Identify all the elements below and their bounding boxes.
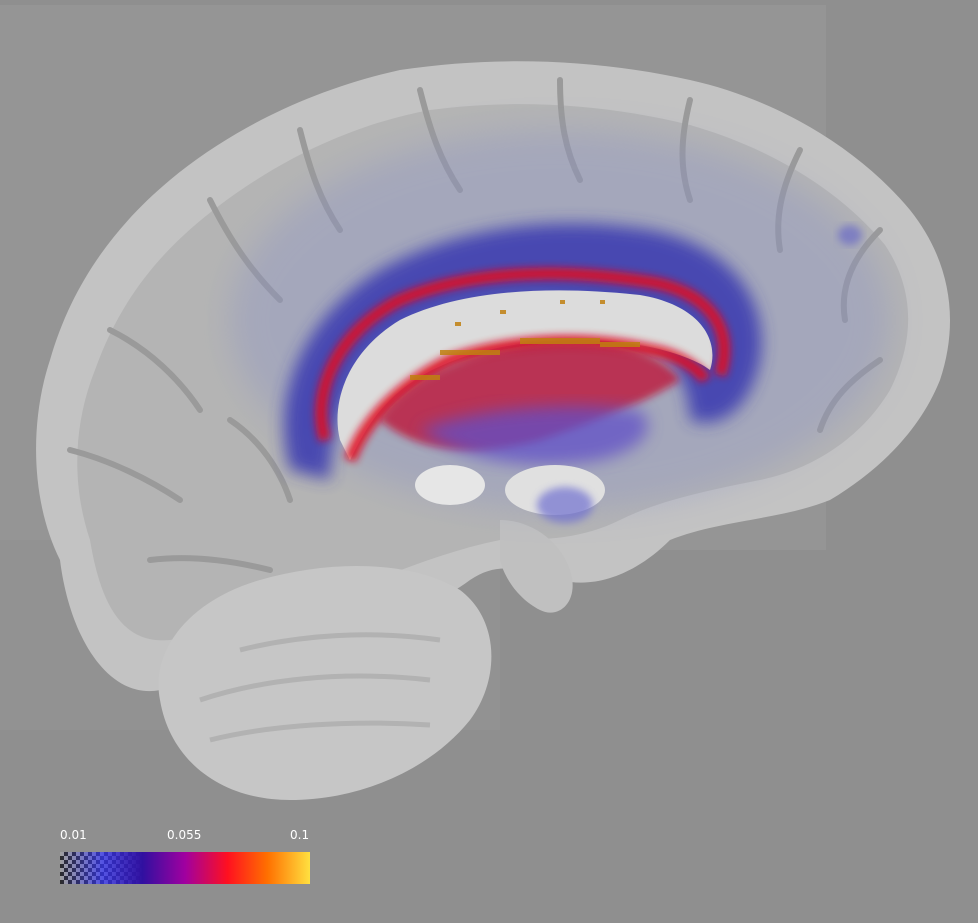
overlay-red-ring xyxy=(315,267,731,463)
colorbar-max-label: 0.1 xyxy=(290,828,310,842)
overlay-purple-lower xyxy=(420,406,648,465)
brainstem xyxy=(500,520,573,613)
overlay-hot-specks xyxy=(410,300,640,380)
colorbar-min-label: 0.01 xyxy=(60,828,87,842)
overlay-blue-band xyxy=(284,223,762,480)
cerebellum xyxy=(158,566,492,800)
overlay-small-blue xyxy=(537,487,593,523)
colorbar: 0.01 0.055 0.1 xyxy=(60,826,310,886)
colorbar-mid-label: 0.055 xyxy=(167,828,202,842)
bright-region-1 xyxy=(415,465,485,505)
colorbar-gradient xyxy=(60,852,310,884)
overlay-frontal-blue xyxy=(838,225,862,245)
lateral-ventricle xyxy=(337,290,713,460)
cerebellum-folia xyxy=(199,632,441,743)
